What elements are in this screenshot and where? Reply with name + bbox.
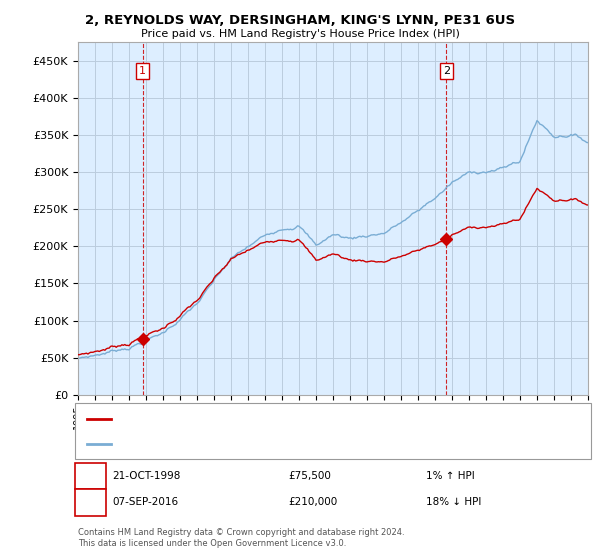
- Text: Price paid vs. HM Land Registry's House Price Index (HPI): Price paid vs. HM Land Registry's House …: [140, 29, 460, 39]
- Text: £210,000: £210,000: [288, 497, 337, 507]
- Text: 2: 2: [443, 66, 450, 76]
- Text: 1: 1: [139, 66, 146, 76]
- Text: 07-SEP-2016: 07-SEP-2016: [112, 497, 178, 507]
- Text: 21-OCT-1998: 21-OCT-1998: [112, 471, 181, 481]
- Text: 1: 1: [87, 471, 94, 481]
- Text: HPI: Average price, detached house, King's Lynn and West Norfolk: HPI: Average price, detached house, King…: [117, 438, 440, 449]
- Text: 2, REYNOLDS WAY, DERSINGHAM, KING'S LYNN, PE31 6US (detached house): 2, REYNOLDS WAY, DERSINGHAM, KING'S LYNN…: [117, 414, 489, 424]
- Text: 1% ↑ HPI: 1% ↑ HPI: [426, 471, 475, 481]
- Text: 2, REYNOLDS WAY, DERSINGHAM, KING'S LYNN, PE31 6US: 2, REYNOLDS WAY, DERSINGHAM, KING'S LYNN…: [85, 14, 515, 27]
- Text: 18% ↓ HPI: 18% ↓ HPI: [426, 497, 481, 507]
- Text: £75,500: £75,500: [288, 471, 331, 481]
- Text: 2: 2: [87, 497, 94, 507]
- Text: Contains HM Land Registry data © Crown copyright and database right 2024.
This d: Contains HM Land Registry data © Crown c…: [78, 528, 404, 548]
